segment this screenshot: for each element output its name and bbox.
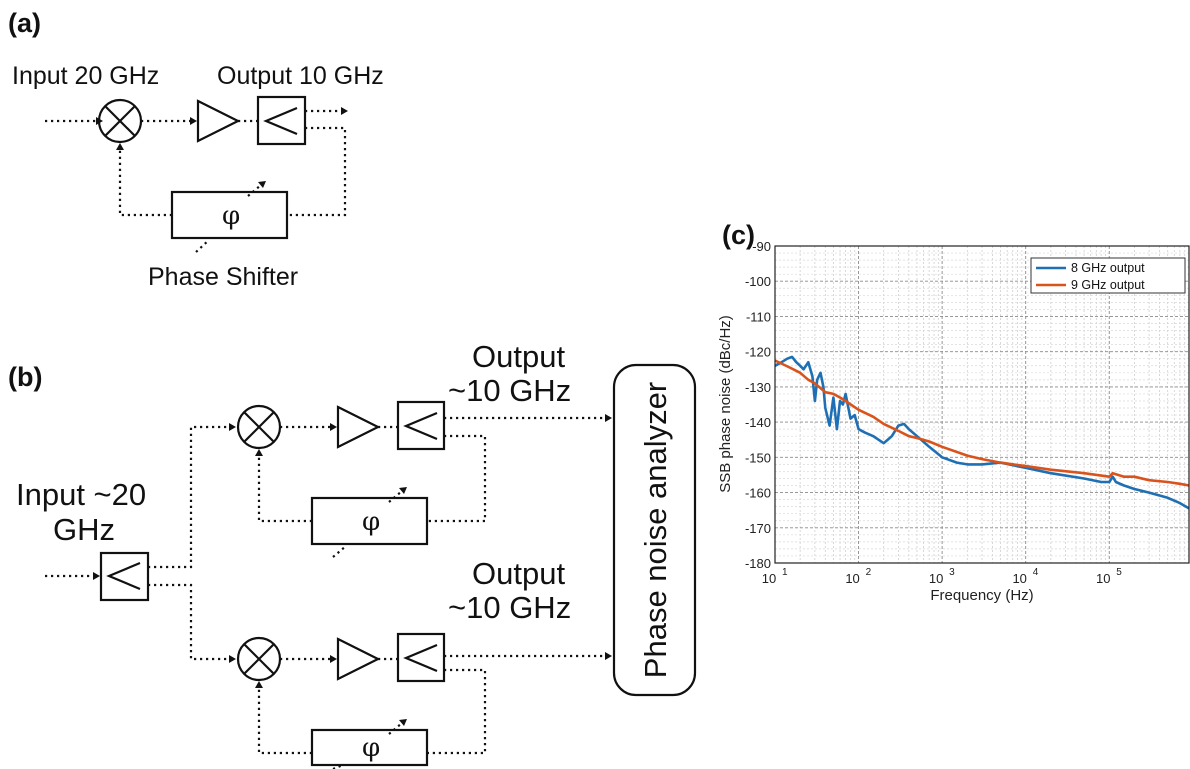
panel-c-tag: (c) bbox=[722, 220, 755, 250]
arrowhead-icon bbox=[93, 572, 100, 580]
x-tick-label: 10 bbox=[845, 571, 859, 586]
phase-noise-analyzer-block: Phase noise analyzer bbox=[612, 363, 697, 697]
arrowhead-icon bbox=[330, 423, 337, 431]
arrowhead-icon bbox=[605, 652, 612, 660]
plot-frame bbox=[774, 245, 1190, 564]
frequency-divider-icon bbox=[396, 632, 446, 683]
arrowhead-icon bbox=[255, 449, 263, 456]
frequency-divider-icon bbox=[396, 400, 446, 451]
x-tick-exponent: 5 bbox=[1116, 567, 1122, 578]
arrowhead-icon bbox=[190, 117, 197, 125]
y-tick-label: -120 bbox=[745, 345, 771, 360]
arrowhead-icon bbox=[255, 681, 263, 688]
upper-output-label-line1: Output bbox=[472, 339, 565, 374]
x-tick-label: 10 bbox=[929, 571, 943, 586]
arrowhead-icon bbox=[229, 423, 236, 431]
arrowhead-icon bbox=[116, 143, 124, 150]
y-tick-label: -100 bbox=[745, 274, 771, 289]
phase-shifter-block bbox=[310, 719, 429, 769]
frequency-divider-icon bbox=[256, 95, 307, 146]
arrowhead-icon bbox=[341, 107, 348, 115]
y-axis-label: SSB phase noise (dBc/Hz) bbox=[717, 315, 734, 493]
legend-entry-9ghz: 9 GHz output bbox=[1071, 278, 1145, 292]
y-tick-label: -150 bbox=[745, 450, 771, 465]
splitter-icon bbox=[99, 551, 150, 602]
series-line-1 bbox=[774, 359, 1190, 487]
chart-grid bbox=[774, 245, 1189, 564]
phase-symbol: φ bbox=[222, 201, 240, 231]
arrowhead-icon bbox=[605, 414, 612, 422]
lower-chain bbox=[236, 632, 612, 769]
x-tick-label: 10 bbox=[762, 571, 776, 586]
series-line-0 bbox=[774, 355, 1190, 510]
x-tick-label: 10 bbox=[1096, 571, 1110, 586]
y-tick-label: -170 bbox=[745, 521, 771, 536]
x-tick-label: 10 bbox=[1012, 571, 1026, 586]
amplifier-icon bbox=[336, 637, 381, 681]
arrowhead-icon bbox=[330, 655, 337, 663]
panel-b-input-label-line1: Input ~20 bbox=[16, 477, 146, 512]
panel-b: (b) Input ~20 GHz bbox=[8, 339, 697, 769]
upper-phase-symbol: φ bbox=[362, 507, 380, 537]
lower-phase-symbol: φ bbox=[362, 733, 380, 763]
y-tick-label: -140 bbox=[745, 415, 771, 430]
mixer-icon bbox=[236, 404, 282, 450]
amplifier-icon bbox=[196, 99, 241, 143]
chart-series bbox=[774, 355, 1190, 510]
panel-a: (a) Input 20 GHz Output 10 GHz φ Ph bbox=[8, 8, 384, 291]
panel-a-tag: (a) bbox=[8, 8, 41, 38]
x-axis-label: Frequency (Hz) bbox=[930, 587, 1033, 604]
panel-b-tag: (b) bbox=[8, 362, 42, 392]
phase-noise-chart: (c) -180 -170 -160 -150 -140 -130 -120 -110 -100… bbox=[717, 220, 1190, 604]
analyzer-label: Phase noise analyzer bbox=[638, 382, 673, 678]
y-tick-label: -110 bbox=[746, 309, 771, 324]
upper-output-label-line2: ~10 GHz bbox=[448, 373, 571, 408]
y-tick-label: -160 bbox=[745, 486, 771, 501]
x-tick-exponent: 1 bbox=[782, 567, 788, 578]
phase-shifter-label: Phase Shifter bbox=[148, 263, 298, 291]
y-tick-label: -130 bbox=[745, 380, 771, 395]
chart-ticks: -180 -170 -160 -150 -140 -130 -120 -110 -100 -90 1… bbox=[745, 239, 1122, 586]
lower-output-label-line2: ~10 GHz bbox=[448, 590, 571, 625]
arrowhead-icon bbox=[229, 655, 236, 663]
legend-entry-8ghz: 8 GHz output bbox=[1071, 261, 1145, 275]
y-tick-label: -90 bbox=[752, 239, 771, 254]
panel-a-output-label: Output 10 GHz bbox=[217, 62, 384, 90]
x-tick-exponent: 2 bbox=[866, 567, 872, 578]
x-tick-exponent: 3 bbox=[949, 567, 955, 578]
mixer-icon bbox=[236, 636, 282, 682]
mixer-icon bbox=[97, 98, 143, 144]
amplifier-icon bbox=[336, 405, 381, 449]
panel-b-input-label-line2: GHz bbox=[53, 512, 115, 547]
y-tick-label: -180 bbox=[745, 556, 771, 571]
x-tick-exponent: 4 bbox=[1033, 567, 1039, 578]
legend: 8 GHz output 9 GHz output bbox=[1030, 257, 1186, 294]
lower-output-label-line1: Output bbox=[472, 556, 565, 591]
upper-chain bbox=[236, 400, 612, 558]
panel-a-input-label: Input 20 GHz bbox=[12, 62, 159, 90]
